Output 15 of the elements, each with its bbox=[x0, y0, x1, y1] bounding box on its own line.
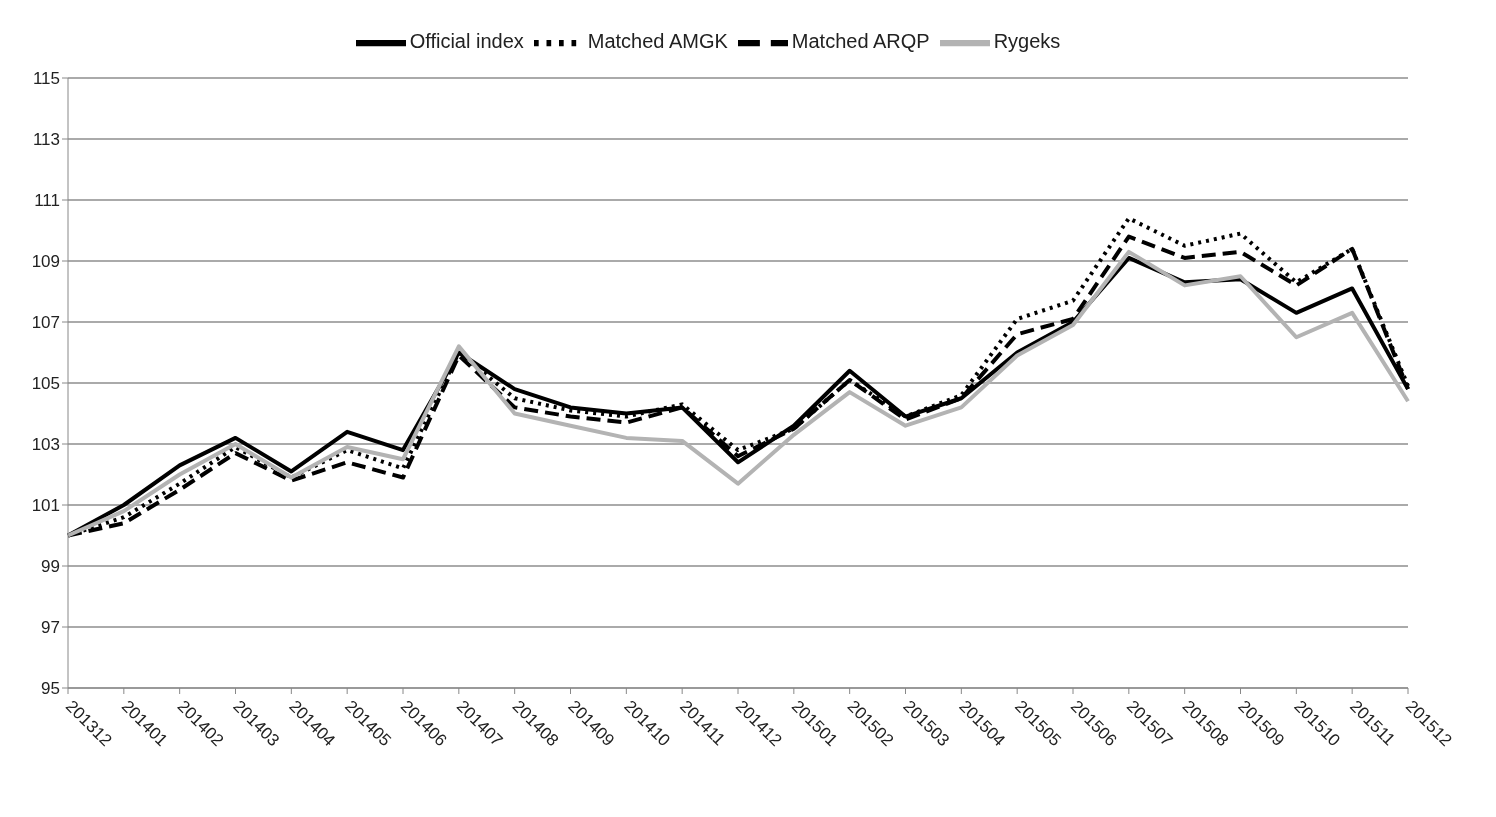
legend-label: Matched ARQP bbox=[791, 30, 930, 53]
legend-label: Official index bbox=[409, 30, 524, 53]
legend-label: Matched AMGK bbox=[587, 30, 728, 53]
y-tick-label: 99 bbox=[41, 557, 60, 577]
y-tick-label: 97 bbox=[41, 618, 60, 638]
y-tick-label: 107 bbox=[31, 313, 60, 333]
y-tick-label: 101 bbox=[31, 496, 60, 516]
y-tick-label: 103 bbox=[31, 435, 60, 455]
legend-label: Rygeks bbox=[993, 30, 1061, 53]
y-tick-label: 111 bbox=[34, 191, 60, 211]
y-tick-label: 109 bbox=[31, 252, 60, 272]
y-tick-label: 95 bbox=[41, 679, 60, 699]
y-tick-label: 113 bbox=[32, 130, 60, 150]
y-tick-label: 105 bbox=[31, 374, 60, 394]
y-tick-label: 115 bbox=[32, 69, 60, 89]
